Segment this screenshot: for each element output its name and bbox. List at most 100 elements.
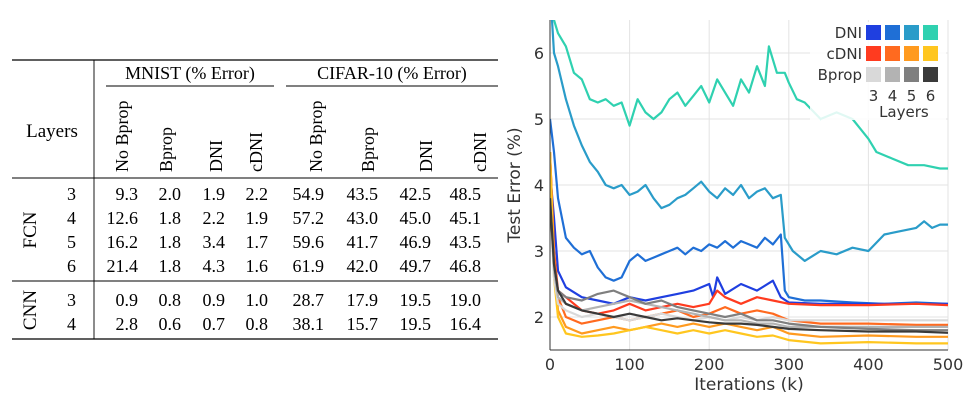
- table-cell: 48.5: [450, 184, 482, 204]
- table-cell: 0.8: [159, 290, 182, 310]
- series-line-bprop-6: [550, 198, 948, 334]
- series-lines: [550, 20, 948, 345]
- results-table: Layers MNIST (% Error) CIFAR-10 (% Error…: [12, 59, 498, 340]
- table-cell: 2.2: [246, 184, 269, 204]
- table-cell: 0.6: [159, 314, 182, 334]
- row-layers: 3: [67, 290, 76, 310]
- legend-swatch: [885, 67, 900, 82]
- x-tick-label: 200: [694, 355, 725, 374]
- table-cell: 59.6: [293, 232, 325, 252]
- table-cell: 57.2: [293, 208, 325, 228]
- legend-caption: Layers: [879, 103, 929, 121]
- x-axis-label: Iterations (k): [694, 375, 803, 395]
- legend-swatch: [866, 46, 881, 61]
- legend-layer-label: 4: [888, 87, 898, 105]
- series-line-cdni-3: [550, 151, 948, 315]
- x-tick-label: 100: [614, 355, 645, 374]
- table-body: 3 9.3 2.0 1.9 2.2 54.9 43.5 42.5 48.5 4 12.6 1.8 2.2…: [67, 184, 481, 334]
- x-tick-label: 300: [774, 355, 805, 374]
- table-cell: 54.9: [293, 184, 325, 204]
- legend-swatch: [904, 46, 919, 61]
- col-header-mnist-bprop: Bprop: [156, 127, 176, 172]
- table-cell: 46.9: [400, 232, 432, 252]
- col-header-mnist-dni: DNI: [206, 140, 226, 172]
- table-cell: 1.9: [203, 184, 226, 204]
- y-tick-label: 6: [534, 44, 544, 63]
- table-cell: 19.5: [400, 290, 432, 310]
- col-header-cifar-bprop: Bprop: [358, 127, 378, 172]
- table-cell: 28.7: [293, 290, 325, 310]
- table-cell: 3.4: [203, 232, 226, 252]
- table-cell: 2.2: [203, 208, 226, 228]
- legend-swatch: [904, 67, 919, 82]
- table-cell: 61.9: [293, 256, 325, 276]
- table-cell: 16.2: [107, 232, 139, 252]
- legend-swatch: [923, 46, 938, 61]
- section-label-cnn: CNN: [20, 290, 41, 330]
- table-cell: 1.6: [246, 256, 269, 276]
- table-cell: 0.9: [203, 290, 226, 310]
- table-cell: 12.6: [107, 208, 139, 228]
- table-cell: 17.9: [347, 290, 379, 310]
- table-cell: 45.1: [450, 208, 482, 228]
- table-cell: 4.3: [203, 256, 226, 276]
- series-line-cdni-4: [550, 151, 948, 326]
- table-cell: 1.0: [246, 290, 269, 310]
- table-cell: 19.0: [450, 290, 482, 310]
- series-line-bprop-5: [550, 198, 948, 332]
- series-line-dni-4: [550, 118, 948, 305]
- table-cell: 46.8: [450, 256, 482, 276]
- col-header-mnist-no-bprop: No Bprop: [112, 101, 132, 173]
- table-row: 5 16.2 1.8 3.4 1.7 59.6 41.7 46.9 43.5: [67, 232, 481, 252]
- table-cell: 0.7: [203, 314, 226, 334]
- table-cell: 1.8: [159, 232, 182, 252]
- x-tick-label: 500: [933, 355, 964, 374]
- table-cell: 42.5: [400, 184, 432, 204]
- col-header-mnist-cdni: cDNI: [246, 132, 266, 172]
- table-cell: 45.0: [400, 208, 432, 228]
- column-headers: No Bprop Bprop DNI cDNI No Bprop Bprop D…: [112, 101, 490, 173]
- table-row: 3 0.9 0.8 0.9 1.0 28.7 17.9 19.5 19.0: [67, 290, 481, 310]
- table-cell: 21.4: [107, 256, 139, 276]
- table-cell: 16.4: [450, 314, 482, 334]
- table-row: 3 9.3 2.0 1.9 2.2 54.9 43.5 42.5 48.5: [67, 184, 481, 204]
- table-cell: 38.1: [293, 314, 325, 334]
- table-cell: 1.7: [246, 232, 269, 252]
- table-cell: 1.8: [159, 256, 182, 276]
- legend-layer-label: 6: [926, 87, 936, 105]
- table-cell: 0.8: [246, 314, 269, 334]
- table-cell: 49.7: [400, 256, 432, 276]
- y-tick-label: 4: [534, 176, 544, 195]
- col-header-cifar-cdni: cDNI: [470, 132, 490, 172]
- legend-swatch: [866, 25, 881, 40]
- row-layers: 4: [67, 314, 76, 334]
- table-cell: 19.5: [400, 314, 432, 334]
- col-header-cifar-dni: DNI: [416, 140, 436, 172]
- x-tick-label: 400: [853, 355, 884, 374]
- table-cell: 9.3: [116, 184, 139, 204]
- group-header-cifar: CIFAR-10 (% Error): [317, 63, 467, 84]
- row-layers: 3: [67, 184, 76, 204]
- section-label-fcn: FCN: [20, 211, 41, 248]
- series-line-cdni-6: [550, 151, 948, 345]
- legend-row-label: Bprop: [818, 66, 862, 84]
- table-cell: 2.8: [116, 314, 139, 334]
- table-cell: 1.9: [246, 208, 269, 228]
- table-cell: 0.9: [116, 290, 139, 310]
- legend-layer-label: 5: [907, 87, 917, 105]
- legend-swatch: [904, 25, 919, 40]
- series-line-dni-3: [550, 171, 948, 305]
- table-cell: 42.0: [347, 256, 379, 276]
- legend-swatch: [923, 25, 938, 40]
- legend-row-label: DNI: [835, 24, 862, 42]
- legend-swatch: [885, 25, 900, 40]
- table-cell: 1.8: [159, 208, 182, 228]
- series-line-cdni-5: [550, 151, 948, 338]
- table-cell: 15.7: [347, 314, 379, 334]
- series-line-dni-5: [550, 20, 948, 262]
- table-cell: 43.5: [450, 232, 482, 252]
- col-header-cifar-no-bprop: No Bprop: [306, 101, 326, 173]
- y-tick-label: 3: [534, 242, 544, 261]
